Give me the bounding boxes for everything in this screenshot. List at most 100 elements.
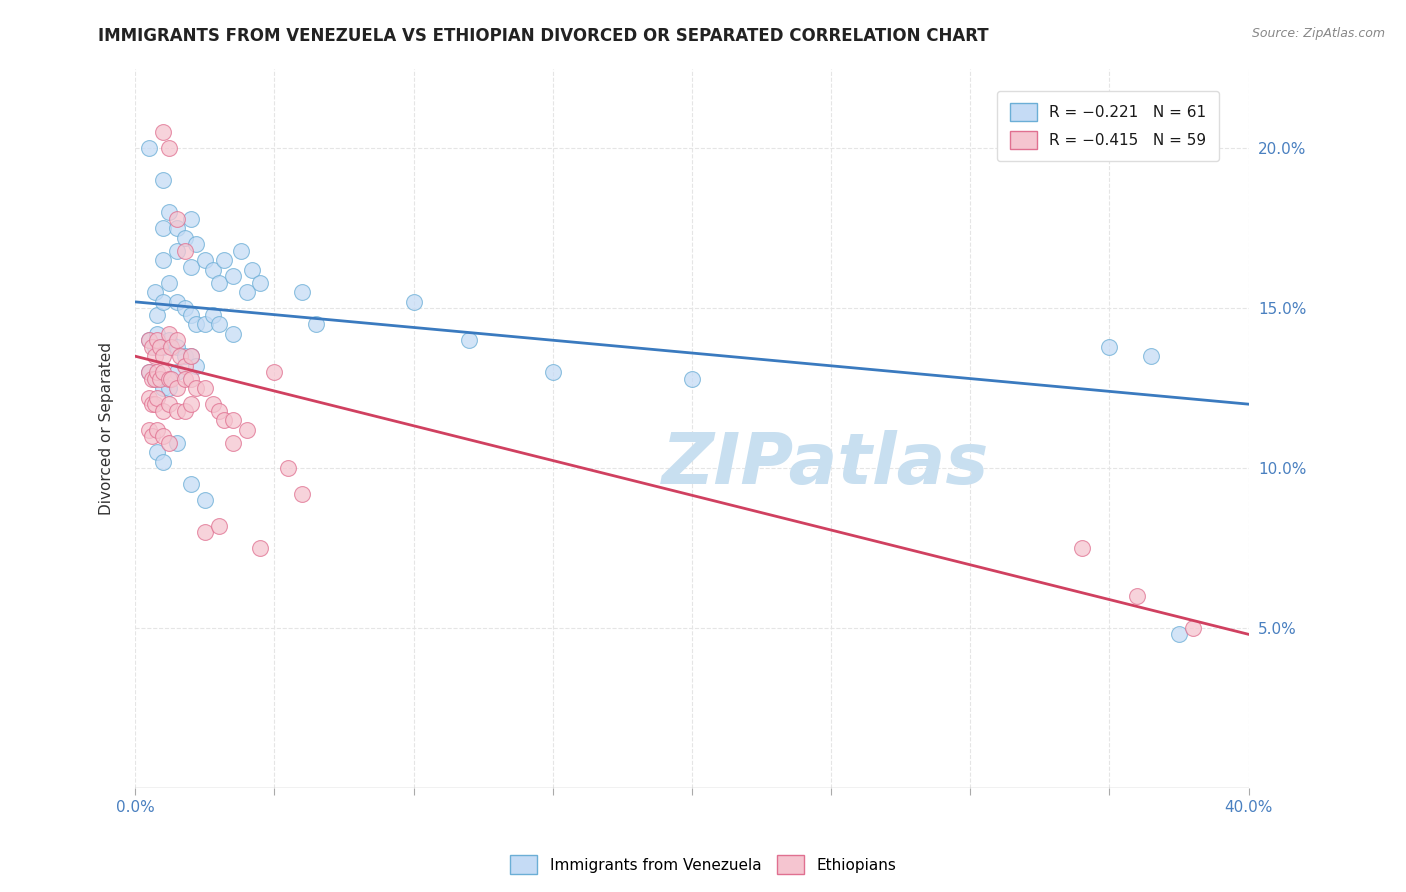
Point bbox=[214, 253, 236, 268]
Point bbox=[1070, 541, 1092, 555]
Point bbox=[166, 381, 188, 395]
Legend: Immigrants from Venezuela, Ethiopians: Immigrants from Venezuela, Ethiopians bbox=[503, 849, 903, 880]
Point bbox=[157, 141, 180, 155]
Point bbox=[157, 381, 180, 395]
Point bbox=[291, 486, 314, 500]
Point bbox=[208, 518, 231, 533]
Point bbox=[166, 403, 188, 417]
Point bbox=[180, 477, 202, 491]
Point bbox=[149, 340, 172, 354]
Point bbox=[143, 349, 166, 363]
Text: ZIPatlas: ZIPatlas bbox=[662, 430, 990, 499]
Point bbox=[208, 318, 231, 332]
Point bbox=[186, 237, 208, 252]
Point bbox=[152, 365, 174, 379]
Point bbox=[146, 391, 169, 405]
Text: Source: ZipAtlas.com: Source: ZipAtlas.com bbox=[1251, 27, 1385, 40]
Point bbox=[194, 253, 217, 268]
Point bbox=[174, 349, 197, 363]
Point bbox=[141, 429, 163, 443]
Point bbox=[160, 371, 183, 385]
Point bbox=[143, 371, 166, 385]
Point bbox=[152, 125, 174, 139]
Point bbox=[235, 285, 257, 300]
Point bbox=[141, 340, 163, 354]
Point bbox=[138, 333, 160, 347]
Y-axis label: Divorced or Separated: Divorced or Separated bbox=[100, 342, 114, 515]
Point bbox=[138, 333, 160, 347]
Point bbox=[157, 435, 180, 450]
Point bbox=[186, 359, 208, 373]
Point bbox=[149, 371, 172, 385]
Point bbox=[202, 263, 225, 277]
Point bbox=[157, 205, 180, 219]
Point bbox=[1140, 349, 1163, 363]
Point bbox=[166, 340, 188, 354]
Point bbox=[166, 294, 188, 309]
Point bbox=[169, 349, 191, 363]
Point bbox=[143, 340, 166, 354]
Point bbox=[146, 333, 169, 347]
Point bbox=[174, 371, 197, 385]
Point bbox=[174, 244, 197, 258]
Point bbox=[180, 371, 202, 385]
Point bbox=[1126, 589, 1149, 603]
Point bbox=[174, 301, 197, 316]
Point bbox=[263, 365, 285, 379]
Point bbox=[1168, 627, 1191, 641]
Point bbox=[166, 221, 188, 235]
Point bbox=[221, 413, 243, 427]
Point bbox=[229, 244, 252, 258]
Point bbox=[174, 359, 197, 373]
Point bbox=[180, 211, 202, 226]
Point bbox=[152, 455, 174, 469]
Point bbox=[208, 276, 231, 290]
Point bbox=[166, 365, 188, 379]
Point bbox=[138, 365, 160, 379]
Point bbox=[146, 365, 169, 379]
Point bbox=[202, 308, 225, 322]
Point bbox=[138, 365, 160, 379]
Point bbox=[166, 211, 188, 226]
Point bbox=[180, 349, 202, 363]
Point bbox=[146, 423, 169, 437]
Point bbox=[180, 397, 202, 411]
Point bbox=[157, 326, 180, 341]
Text: IMMIGRANTS FROM VENEZUELA VS ETHIOPIAN DIVORCED OR SEPARATED CORRELATION CHART: IMMIGRANTS FROM VENEZUELA VS ETHIOPIAN D… bbox=[98, 27, 988, 45]
Point bbox=[186, 318, 208, 332]
Point bbox=[305, 318, 328, 332]
Point bbox=[138, 141, 160, 155]
Point bbox=[143, 397, 166, 411]
Point bbox=[157, 333, 180, 347]
Point bbox=[152, 340, 174, 354]
Point bbox=[221, 435, 243, 450]
Point bbox=[277, 461, 299, 475]
Point bbox=[166, 333, 188, 347]
Point bbox=[152, 173, 174, 187]
Point bbox=[235, 423, 257, 437]
Legend: R = −0.221   N = 61, R = −0.415   N = 59: R = −0.221 N = 61, R = −0.415 N = 59 bbox=[997, 91, 1219, 161]
Point bbox=[214, 413, 236, 427]
Point bbox=[180, 260, 202, 274]
Point bbox=[180, 349, 202, 363]
Point bbox=[143, 371, 166, 385]
Point bbox=[1098, 340, 1121, 354]
Point bbox=[291, 285, 314, 300]
Point bbox=[208, 403, 231, 417]
Point bbox=[152, 253, 174, 268]
Point bbox=[141, 371, 163, 385]
Point bbox=[681, 371, 703, 385]
Point bbox=[194, 381, 217, 395]
Point bbox=[152, 381, 174, 395]
Point bbox=[458, 333, 481, 347]
Point bbox=[1181, 621, 1204, 635]
Point bbox=[186, 381, 208, 395]
Point bbox=[180, 308, 202, 322]
Point bbox=[146, 308, 169, 322]
Point bbox=[166, 435, 188, 450]
Point bbox=[160, 340, 183, 354]
Point bbox=[194, 524, 217, 539]
Point bbox=[146, 326, 169, 341]
Point bbox=[146, 445, 169, 459]
Point bbox=[249, 276, 271, 290]
